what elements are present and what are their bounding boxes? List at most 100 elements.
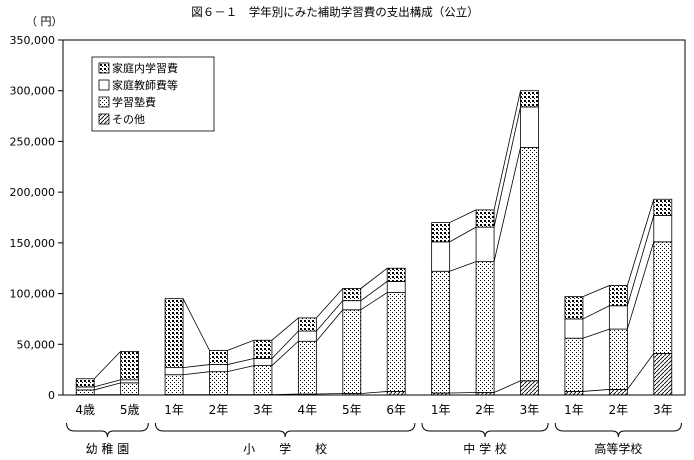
bar-segment bbox=[120, 379, 140, 384]
legend-label: 家庭教師費等 bbox=[112, 78, 178, 92]
connector-line bbox=[360, 267, 388, 289]
connector-line bbox=[626, 199, 655, 286]
bars bbox=[75, 90, 673, 396]
bar-segment bbox=[608, 305, 628, 330]
connector-line bbox=[582, 389, 610, 392]
x-tick-label: 3年 bbox=[520, 403, 540, 417]
bar-segment bbox=[297, 340, 317, 395]
connector-line bbox=[316, 393, 343, 395]
bar-segment bbox=[431, 222, 451, 243]
y-axis: 0 50,000 100,000 150,000 200,000 250,000 300,0… bbox=[10, 34, 63, 402]
group-bracket bbox=[66, 422, 149, 438]
bar-segment bbox=[653, 241, 673, 354]
connector-line bbox=[627, 353, 655, 390]
group-label: 幼 稚 園 bbox=[86, 442, 130, 456]
bar-segment bbox=[386, 280, 406, 293]
x-tick-label: 4歳 bbox=[75, 403, 95, 417]
bar-segment bbox=[209, 364, 228, 373]
bar-segment bbox=[386, 391, 406, 396]
x-tick-label: 1年 bbox=[564, 403, 584, 417]
x-axis: 4歳 5歳 1年 2年 3年 4年 5年 6年 1年 2年 3年 1年 2年 3年 bbox=[75, 403, 672, 417]
bar-segment bbox=[342, 309, 362, 394]
connector-line bbox=[493, 147, 521, 262]
x-tick-label: 4年 bbox=[298, 403, 318, 417]
y-axis-unit: （ 円） bbox=[26, 15, 63, 28]
y-tick-label: 50,000 bbox=[17, 338, 56, 351]
connector-line bbox=[227, 358, 255, 365]
y-tick-label: 100,000 bbox=[10, 288, 56, 301]
x-tick-label: 6年 bbox=[386, 403, 406, 417]
connector-line bbox=[94, 379, 121, 388]
group-label: 小 学 校 bbox=[243, 441, 327, 456]
connector-line bbox=[227, 339, 255, 351]
connector-line bbox=[626, 241, 655, 330]
legend-swatch-家庭教師費等 bbox=[98, 79, 110, 91]
connector-line bbox=[183, 364, 210, 369]
group-bracket bbox=[154, 422, 416, 438]
bar-segment bbox=[475, 261, 495, 393]
bar-segment bbox=[297, 330, 317, 342]
bar-segment bbox=[520, 380, 539, 396]
connector-line bbox=[316, 300, 344, 332]
bar-segment bbox=[653, 353, 673, 396]
y-tick-label: 200,000 bbox=[10, 186, 56, 199]
chart-title: 図６－１ 学年別にみた補助学習費の支出構成（公立） bbox=[191, 5, 479, 19]
bar-segment bbox=[75, 386, 95, 391]
group-bracket bbox=[421, 422, 549, 438]
bar-segment bbox=[209, 349, 228, 365]
connector-line bbox=[316, 309, 344, 342]
bar-segment bbox=[564, 391, 584, 396]
x-tick-label: 3年 bbox=[653, 403, 673, 417]
connector-line bbox=[626, 215, 655, 306]
bar-segment bbox=[253, 339, 273, 359]
connector-line bbox=[449, 261, 477, 272]
bar-segment bbox=[608, 389, 628, 396]
x-tick-label: 1年 bbox=[431, 403, 451, 417]
bar-segment bbox=[253, 365, 273, 395]
group-label: 高等学校 bbox=[594, 441, 642, 456]
bar-segment bbox=[386, 267, 406, 282]
bar-segment bbox=[564, 296, 584, 320]
legend-box bbox=[91, 56, 215, 132]
bar-segment bbox=[164, 374, 184, 395]
bar-segment bbox=[342, 300, 362, 311]
bar-segment bbox=[520, 106, 539, 148]
bar-segment bbox=[431, 270, 451, 394]
bar-segment bbox=[120, 382, 140, 395]
bar-segment bbox=[653, 198, 673, 216]
connector-line bbox=[493, 380, 521, 393]
group-label: 中 学 校 bbox=[463, 441, 507, 456]
bar-segment bbox=[431, 241, 451, 272]
connector-line bbox=[582, 305, 610, 320]
connector-line bbox=[271, 317, 299, 341]
connector-line bbox=[271, 340, 299, 366]
bar-segment bbox=[342, 288, 362, 302]
bar-segment bbox=[164, 298, 184, 369]
bar-segment bbox=[475, 209, 495, 228]
bar-segment bbox=[564, 337, 584, 392]
bar-segment bbox=[164, 367, 184, 376]
connector-line bbox=[449, 209, 477, 223]
legend-label: 家庭内学習費 bbox=[112, 61, 178, 75]
x-tick-label: 3年 bbox=[253, 403, 273, 417]
x-tick-label: 2年 bbox=[609, 403, 629, 417]
x-tick-label: 2年 bbox=[475, 403, 495, 417]
bar-segment bbox=[75, 378, 95, 388]
plot-frame bbox=[62, 39, 686, 396]
x-tick-label: 1年 bbox=[164, 403, 184, 417]
bar-segment bbox=[297, 317, 317, 332]
legend-swatch-家庭内学習費 bbox=[98, 62, 110, 74]
connector-line bbox=[360, 391, 388, 394]
group-bracket bbox=[554, 422, 682, 438]
bar-segment bbox=[253, 358, 273, 366]
connector-line bbox=[449, 392, 477, 394]
legend: 家庭内学習費 家庭教師費等 学習塾費 その他 bbox=[91, 56, 215, 132]
legend-label: 学習塾費 bbox=[112, 95, 156, 109]
x-tick-label: 2年 bbox=[209, 403, 229, 417]
bar-segment bbox=[608, 328, 628, 390]
bar-segment bbox=[475, 226, 495, 263]
connector-line bbox=[271, 330, 299, 359]
legend-label: その他 bbox=[112, 113, 145, 126]
x-tick-label: 5年 bbox=[342, 403, 362, 417]
